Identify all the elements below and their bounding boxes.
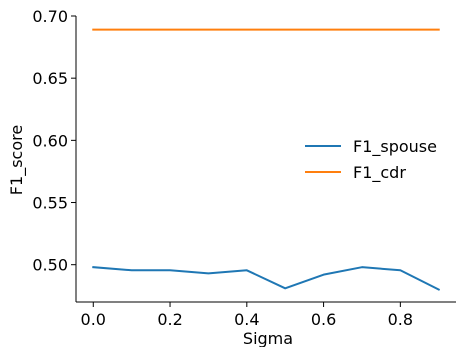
x-tick-label: 0.0 <box>81 310 106 329</box>
legend-label: F1_spouse <box>353 137 437 157</box>
y-tick-label: 0.65 <box>32 69 68 88</box>
series-line-f1-spouse <box>92 266 441 291</box>
x-tick-label: 0.8 <box>388 310 413 329</box>
y-tick-label: 0.55 <box>32 194 68 213</box>
x-axis-label: Sigma <box>243 329 293 347</box>
y-tick-label: 0.50 <box>32 256 68 275</box>
legend: F1_spouse F1_cdr <box>305 137 437 183</box>
y-tick-label: 0.60 <box>32 131 68 150</box>
y-ticks: 0.50 0.55 0.60 0.65 0.70 <box>32 7 76 275</box>
plot-area <box>92 28 441 291</box>
y-axis-label: F1_score <box>7 125 27 195</box>
legend-label: F1_cdr <box>353 163 406 183</box>
x-ticks: 0.0 0.2 0.4 0.6 0.8 <box>81 302 413 329</box>
x-tick-label: 0.4 <box>234 310 259 329</box>
x-tick-label: 0.6 <box>311 310 336 329</box>
y-tick-label: 0.70 <box>32 7 68 26</box>
x-tick-label: 0.2 <box>157 310 182 329</box>
